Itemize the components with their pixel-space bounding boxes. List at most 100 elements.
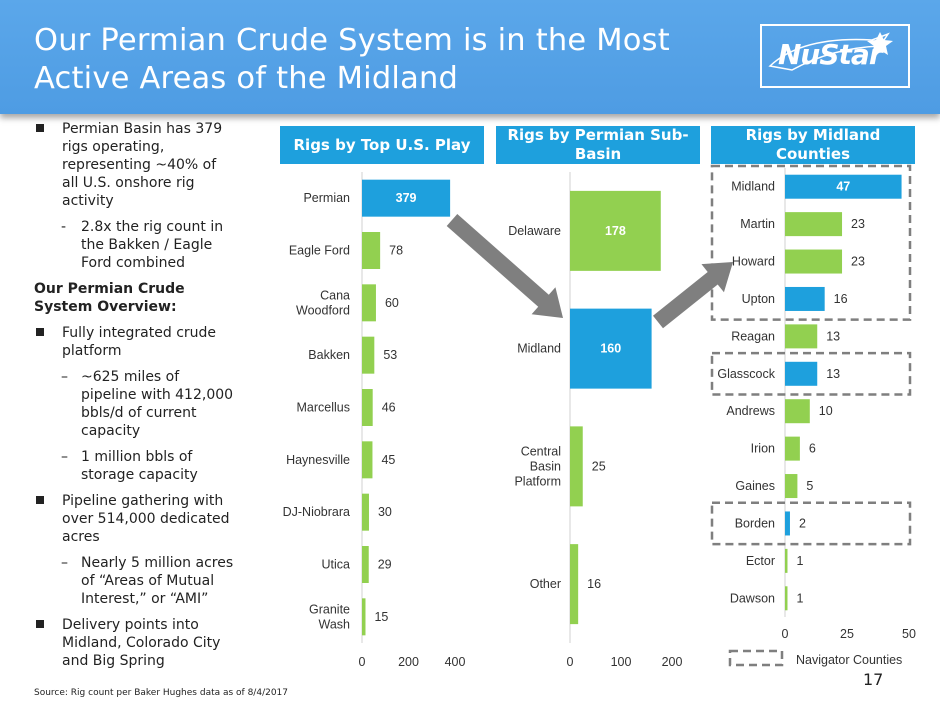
- nustar-logo: NuStar: [760, 24, 910, 88]
- chart3-category-label: Andrews: [726, 404, 775, 418]
- chart3-category-label: Irion: [751, 442, 775, 456]
- chart1-value-label: 53: [383, 348, 397, 362]
- chart3-category-label: Upton: [742, 292, 775, 306]
- chart2-category-label: Delaware: [508, 224, 561, 238]
- chart1-bar: [362, 179, 451, 217]
- chart1-category-label: Bakken: [308, 348, 350, 362]
- source-note: Source: Rig count per Baker Hughes data …: [34, 688, 289, 698]
- chart3-category-label: Dawson: [730, 591, 775, 605]
- arrow-icon: [653, 262, 733, 329]
- chart2-header: Rigs by Permian Sub-Basin: [496, 126, 700, 164]
- chart3-value-label: 13: [826, 329, 840, 343]
- chart1-value-label: 78: [389, 244, 403, 258]
- chart2-value-label: 178: [605, 224, 626, 238]
- chart1-category-label: DJ-Niobrara: [283, 505, 350, 519]
- chart2-category-label: Midland: [517, 342, 561, 356]
- bullet-text: 2.8x the rig count in the Bakken / Eagle…: [81, 219, 224, 271]
- chart2-tick-label: 200: [662, 655, 683, 669]
- chart1-category-label: Cana: [320, 288, 350, 302]
- chart3-bar: [785, 249, 843, 274]
- chart3-bar: [785, 586, 788, 611]
- chart1-category-label: Eagle Ford: [289, 244, 350, 258]
- bullet-text: Nearly 5 million acres of “Areas of Mutu…: [81, 555, 234, 607]
- bullet-square-icon: [36, 620, 44, 628]
- chart1-category-label: Haynesville: [286, 453, 350, 467]
- bullet-item: Permian Basin has 379 rigs operating, re…: [34, 120, 234, 210]
- chart2-value-label: 25: [592, 459, 606, 473]
- chart1-bar: [362, 598, 366, 636]
- chart2-category-label: Basin: [530, 459, 561, 473]
- bullet-list: Permian Basin has 379 rigs operating, re…: [34, 120, 234, 678]
- chart3-value-label: 1: [796, 554, 803, 568]
- chart1-bar: [362, 284, 376, 322]
- chart3-bar: [785, 511, 790, 536]
- logo-text: NuStar: [778, 38, 883, 71]
- chart3-bar: [785, 474, 798, 499]
- bullet-text: Delivery points into Midland, Colorado C…: [62, 617, 221, 669]
- chart1-bar: [362, 441, 373, 479]
- chart1-value-label: 15: [374, 610, 388, 624]
- chart3-bar: [785, 399, 810, 424]
- chart3-bar: [785, 361, 818, 386]
- chart1-bar: [362, 336, 375, 374]
- chart2-bar: [570, 426, 583, 507]
- bullet-item: Pipeline gathering with over 514,000 ded…: [34, 492, 234, 546]
- chart1-bar: [362, 232, 381, 269]
- chart3-category-label: Howard: [732, 255, 775, 269]
- sub-bullet-item: –1 million bbls of storage capacity: [61, 449, 198, 483]
- chart2-category-label: Platform: [514, 474, 561, 488]
- bullet-text: Pipeline gathering with over 514,000 ded…: [62, 493, 230, 545]
- navigator-highlight-box: [710, 164, 912, 321]
- chart3-category-label: Reagan: [731, 329, 775, 343]
- chart3-category-label: Gaines: [735, 479, 775, 493]
- chart3-value-label: 47: [836, 180, 850, 194]
- chart3-tick-label: 0: [782, 627, 789, 641]
- chart3-tick-label: 50: [902, 627, 916, 641]
- chart1-category-label: Utica: [322, 558, 351, 572]
- bullet-square-icon: [36, 328, 44, 336]
- navigator-highlight-box: [710, 501, 912, 546]
- sub-bullet-item: – ~625 miles of pipeline with 412,000 bbl…: [61, 369, 234, 439]
- chart3-value-label: 2: [799, 516, 806, 530]
- chart2-bar: [570, 190, 661, 271]
- chart3-value-label: 10: [819, 404, 833, 418]
- chart1-category-label: Marcellus: [297, 401, 351, 415]
- navigator-highlight-box: [710, 351, 912, 396]
- bullet-text: Fully integrated crude platform: [62, 325, 217, 359]
- chart1-category-label: Wash: [319, 617, 351, 631]
- chart2-tick-label: 0: [567, 655, 574, 669]
- chart2-category-label: Central: [521, 444, 561, 458]
- chart2-value-label: 160: [600, 342, 621, 356]
- sub-bullet-item: -2.8x the rig count in the Bakken / Eagl…: [61, 219, 224, 271]
- chart3-bar: [785, 286, 825, 311]
- chart1-bar: [362, 493, 369, 531]
- legend-swatch: [728, 649, 784, 667]
- chart1-bar: [362, 546, 369, 583]
- chart2-bar: [570, 544, 579, 625]
- bullet-item: Delivery points into Midland, Colorado C…: [34, 616, 234, 670]
- chart1-value-label: 60: [385, 296, 399, 310]
- chart1-tick-label: 400: [445, 655, 466, 669]
- chart3-category-label: Ector: [746, 554, 775, 568]
- chart3-tick-label: 25: [840, 627, 854, 641]
- bullet-square-icon: [36, 124, 44, 132]
- chart1-category-label: Permian: [303, 191, 350, 205]
- chart1-category-label: Granite: [309, 602, 350, 616]
- bullet-text: 1 million bbls of storage capacity: [81, 449, 198, 483]
- chart1-category-label: Woodford: [296, 303, 350, 317]
- page-title: Our Permian Crude System is in the Most …: [34, 23, 670, 96]
- bullet-item: Fully integrated crude platform: [34, 324, 234, 360]
- chart2-category-label: Other: [530, 577, 561, 591]
- chart3-bar: [785, 324, 818, 349]
- chart3-value-label: 1: [796, 591, 803, 605]
- chart2-tick-label: 100: [611, 655, 632, 669]
- chart1-bar: [362, 389, 373, 426]
- chart3-bar: [785, 548, 788, 573]
- title-banner: Our Permian Crude System is in the Most …: [0, 0, 940, 114]
- sub-bullet-item: – Nearly 5 million acres of “Areas of Mut…: [61, 555, 234, 607]
- chart1-value-label: 45: [381, 453, 395, 467]
- chart3-category-label: Martin: [740, 217, 775, 231]
- chart3-category-label: Glasscock: [717, 367, 775, 381]
- chart3-category-label: Borden: [735, 516, 775, 530]
